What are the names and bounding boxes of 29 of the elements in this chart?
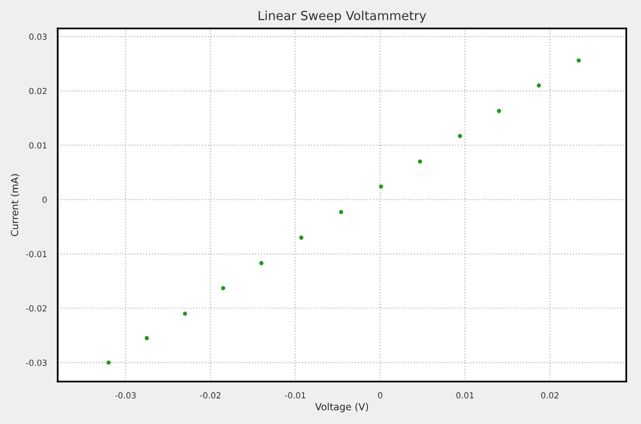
point <box>299 236 304 240</box>
y-tick-label: 0 <box>42 196 47 203</box>
x-tick-label: -0.01 <box>284 392 306 398</box>
point <box>221 286 226 290</box>
point <box>536 83 541 88</box>
x-tick-label: 0.02 <box>541 392 558 398</box>
y-tick-label: -0.03 <box>26 360 47 366</box>
x-tick-label: 0 <box>378 392 382 398</box>
y-tick-label: 0.01 <box>29 142 47 149</box>
point <box>496 108 502 114</box>
point <box>418 159 422 164</box>
point <box>259 261 264 266</box>
point <box>378 184 384 189</box>
point <box>144 336 149 340</box>
x-tick-label: -0.02 <box>200 392 220 398</box>
point <box>339 210 344 214</box>
x-tick-label: -0.03 <box>115 392 136 398</box>
y-tick-label: -0.02 <box>26 305 46 312</box>
point <box>182 312 188 316</box>
y-tick-label: 0.03 <box>29 34 47 40</box>
y-tick-label: 0.02 <box>29 88 46 94</box>
chart-title: Linear Sweep Voltammetry <box>258 10 426 23</box>
point <box>576 58 581 63</box>
y-axis-title: Current (mA) <box>10 174 20 236</box>
point <box>106 360 111 365</box>
point <box>458 134 462 138</box>
y-tick-label: -0.01 <box>26 250 47 258</box>
x-axis-title: Voltage (V) <box>315 402 368 412</box>
x-tick-label: 0.01 <box>456 392 474 398</box>
